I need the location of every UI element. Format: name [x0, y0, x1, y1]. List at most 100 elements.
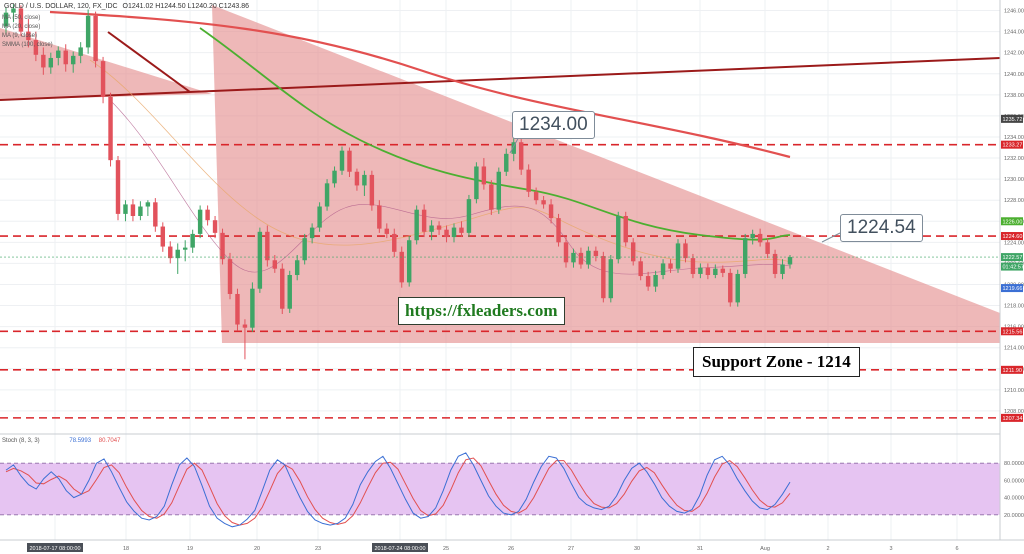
- candle-body: [742, 238, 748, 274]
- candle-body: [698, 267, 703, 274]
- time-tick-label: 19: [187, 546, 193, 552]
- candle-body: [250, 288, 255, 328]
- candle-body: [48, 57, 54, 68]
- candle-body: [70, 55, 76, 65]
- left-triangle: [0, 28, 212, 100]
- candle-body: [235, 293, 240, 325]
- candle-body: [601, 256, 606, 299]
- candle-body: [586, 250, 591, 265]
- price-badge: [1001, 253, 1023, 262]
- candle-body: [302, 238, 307, 261]
- candle-body: [56, 50, 61, 58]
- time-tick-label: Aug: [760, 546, 770, 552]
- candle-body: [660, 263, 666, 276]
- stoch-d-line: [5, 457, 791, 526]
- legend-ma50: MA (50, close): [2, 15, 41, 21]
- candle-body: [713, 268, 718, 276]
- candle-body: [548, 204, 554, 219]
- candle-body: [384, 228, 390, 234]
- candle-body: [414, 209, 419, 241]
- candle-body: [294, 260, 300, 276]
- y-tick-label: 1238.00: [1004, 93, 1024, 99]
- time-tick-label: 2: [826, 546, 829, 552]
- price-badge: [1001, 262, 1023, 271]
- time-tick-label: 23: [315, 546, 321, 552]
- y-tick-label: 1232.00: [1004, 156, 1024, 162]
- candle-body: [153, 202, 158, 227]
- time-tick-highlight: [372, 543, 428, 552]
- candle-body: [347, 150, 352, 172]
- candle-body: [436, 225, 442, 230]
- ma-20-line: [89, 59, 791, 263]
- candle-body: [772, 253, 778, 274]
- price-badge-label: 1211.90: [1003, 368, 1022, 374]
- candle-body: [11, 8, 16, 13]
- candle-body: [18, 8, 24, 32]
- stoch-tick-label: 40.0000: [1004, 496, 1024, 502]
- price-badge-label: 1207.34: [1003, 416, 1023, 422]
- candle-body: [608, 259, 614, 299]
- candle-body: [41, 54, 46, 68]
- candle-body: [257, 231, 263, 289]
- legend-ma9: MA (9, close): [2, 33, 38, 39]
- price-badge: [1001, 365, 1023, 374]
- short-trendline: [107, 31, 191, 93]
- indicator-legend: MA (50, close) MA (20, close) MA (9, clo…: [2, 14, 53, 50]
- current-callout-pointer: [821, 232, 841, 243]
- time-tick-label: 18: [123, 546, 129, 552]
- ohlc-readout: O1241.02 H1244.50 L1240.20 C1243.86: [122, 3, 250, 10]
- candle-body: [332, 170, 337, 184]
- price-badge-label: 1233.27: [1003, 143, 1023, 149]
- candle-body: [504, 153, 509, 172]
- candle-body: [33, 40, 39, 55]
- candle-body: [175, 249, 180, 259]
- time-tick-label: 25: [443, 546, 449, 552]
- support-zone-label: Support Zone - 1214: [693, 347, 860, 377]
- price-badge: [1001, 114, 1023, 123]
- stoch-band: [0, 463, 1000, 515]
- price-badge: [1001, 413, 1023, 422]
- candle-body: [242, 324, 248, 328]
- candle-body: [750, 233, 755, 239]
- price-badge: [1001, 140, 1023, 149]
- candle-body: [287, 275, 292, 309]
- y-tick-label: 1214.00: [1004, 346, 1024, 352]
- price-badge-label: 1226.00: [1003, 219, 1023, 225]
- candle-body: [392, 233, 397, 252]
- legend-ma20: MA (20, close): [2, 24, 41, 30]
- candle-body: [362, 174, 367, 186]
- candle-body: [212, 220, 218, 233]
- ma-50-line: [199, 27, 791, 241]
- candle-body: [3, 12, 9, 27]
- candle-body: [130, 204, 136, 216]
- candle-body: [26, 31, 31, 41]
- candle-body: [459, 227, 464, 233]
- candle-body: [115, 160, 121, 214]
- candle-body: [265, 231, 270, 261]
- price-badge-label: 1222.57: [1003, 255, 1023, 261]
- candle-body: [280, 268, 285, 309]
- candle-body: [496, 171, 502, 210]
- stoch-legend: Stoch (8, 3, 3) 78.5993 80.7047: [2, 437, 120, 446]
- time-tick-label: 2018-07-17 08:00:00: [29, 546, 80, 552]
- candle-body: [100, 61, 106, 97]
- y-tick-label: 1230.00: [1004, 177, 1024, 183]
- candle-body: [668, 263, 673, 269]
- candle-body: [317, 206, 322, 228]
- y-tick-label: 1218.00: [1004, 304, 1024, 310]
- candle-body: [720, 268, 726, 273]
- candle-body: [63, 50, 68, 65]
- long-trendline: [0, 57, 1001, 101]
- candle-body: [638, 261, 643, 277]
- candle-body: [197, 209, 203, 234]
- time-tick-label: 27: [568, 546, 574, 552]
- candle-body: [324, 183, 330, 207]
- candle-body: [399, 251, 404, 283]
- chart-header: GOLD / U.S. DOLLAR, 120, FX_IDC O1241.02…: [4, 3, 252, 10]
- time-tick-label: 20: [254, 546, 260, 552]
- candle-body: [571, 252, 576, 263]
- candle-body: [675, 243, 681, 269]
- candle-body: [787, 257, 793, 265]
- candle-body: [765, 242, 770, 254]
